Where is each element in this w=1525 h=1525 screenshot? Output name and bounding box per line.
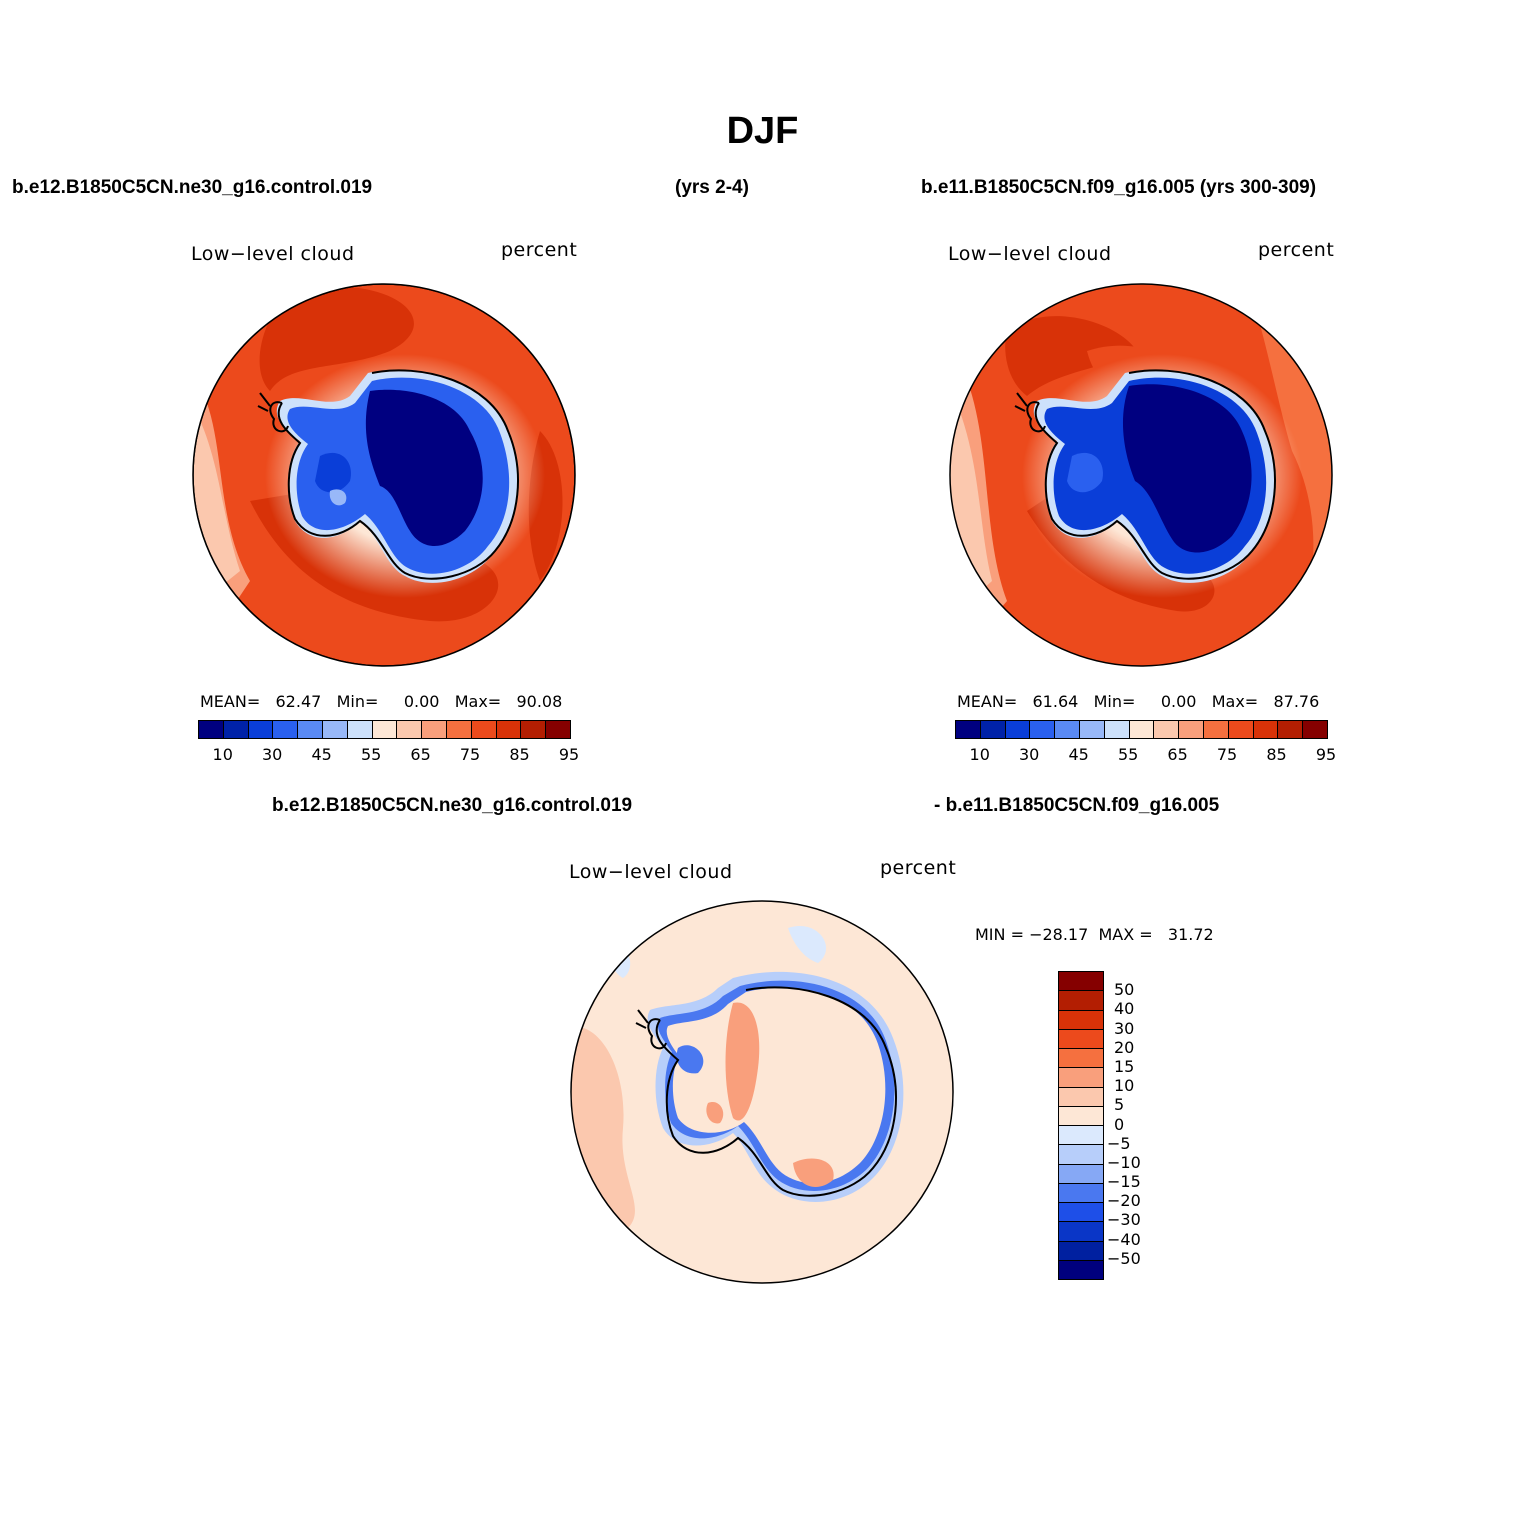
colorbar-swatch: [980, 721, 1006, 738]
colorbar-swatch: [1059, 1010, 1103, 1030]
colorbar-swatch: [521, 721, 547, 738]
diff-case-a-label: b.e12.B1850C5CN.ne30_g16.control.019: [272, 795, 633, 816]
colorbar-tick-label: 75: [1216, 745, 1238, 764]
colorbar-tick-label: 30: [1114, 1018, 1135, 1038]
colorbar-tick-label: 0: [1114, 1114, 1125, 1134]
colorbar-swatch: [1059, 1260, 1103, 1279]
diff-variable: Low−level cloud: [569, 861, 733, 883]
colorbar-swatch: [496, 721, 522, 738]
colorbar-swatch: [1055, 721, 1080, 738]
panel2-colorbar: [955, 720, 1328, 739]
colorbar-swatch: [1005, 721, 1031, 738]
colorbar-swatch: [1059, 972, 1103, 992]
colorbar-tick-label: 55: [1117, 745, 1139, 764]
colorbar-swatch: [1104, 721, 1130, 738]
colorbar-tick-label: 20: [1114, 1037, 1135, 1057]
diff-stats: MIN = −28.17 MAX = 31.72: [975, 925, 1214, 944]
colorbar-tick-label: 85: [509, 745, 530, 764]
colorbar-swatch: [1129, 721, 1155, 738]
colorbar-swatch: [1059, 1106, 1103, 1126]
colorbar-swatch: [298, 721, 323, 738]
colorbar-tick-label: −10: [1107, 1152, 1141, 1172]
colorbar-swatch: [347, 721, 373, 738]
colorbar-swatch: [397, 721, 423, 738]
colorbar-tick-label: −5: [1107, 1133, 1131, 1153]
panel1-colorbar: [198, 720, 571, 739]
panel2-variable: Low−level cloud: [948, 243, 1112, 265]
panel1-map: [192, 283, 576, 667]
colorbar-swatch: [1059, 1087, 1103, 1107]
colorbar-swatch: [1079, 721, 1105, 738]
colorbar-swatch: [1059, 1241, 1103, 1261]
colorbar-swatch: [223, 721, 249, 738]
diff-colorbar: [1058, 971, 1104, 1280]
colorbar-swatch: [1203, 721, 1229, 738]
colorbar-swatch: [248, 721, 274, 738]
colorbar-tick-label: −15: [1107, 1172, 1141, 1192]
colorbar-tick-label: −30: [1107, 1210, 1141, 1230]
colorbar-swatch: [1059, 1068, 1103, 1088]
colorbar-swatch: [1059, 1126, 1103, 1146]
colorbar-swatch: [199, 721, 224, 738]
diff-units: percent: [880, 857, 957, 879]
colorbar-swatch: [1059, 1164, 1103, 1184]
colorbar-swatch: [1059, 1145, 1103, 1165]
colorbar-swatch: [471, 721, 497, 738]
colorbar-tick-label: −20: [1107, 1191, 1141, 1211]
case-a-years: (yrs 2-4): [675, 177, 749, 198]
colorbar-swatch: [1059, 1049, 1103, 1069]
case-b-label: b.e11.B1850C5CN.f09_g16.005 (yrs 300-309…: [921, 177, 1317, 198]
colorbar-tick-label: 65: [1167, 745, 1188, 764]
colorbar-tick-label: 40: [1114, 999, 1135, 1019]
colorbar-swatch: [1059, 991, 1103, 1011]
colorbar-tick-label: 5: [1114, 1095, 1125, 1115]
colorbar-swatch: [1059, 1029, 1103, 1049]
colorbar-swatch: [322, 721, 348, 738]
colorbar-swatch: [273, 721, 299, 738]
colorbar-tick-label: 10: [212, 745, 233, 764]
colorbar-swatch: [546, 721, 570, 738]
colorbar-swatch: [1228, 721, 1254, 738]
colorbar-tick-label: 50: [1114, 980, 1135, 1000]
colorbar-tick-label: 75: [459, 745, 481, 764]
case-a-label: b.e12.B1850C5CN.ne30_g16.control.019: [12, 177, 373, 198]
colorbar-tick-label: 95: [1315, 745, 1337, 764]
panel1-units: percent: [501, 239, 578, 261]
page-title: DJF: [726, 110, 799, 152]
colorbar-swatch: [1154, 721, 1180, 738]
colorbar-swatch: [1030, 721, 1056, 738]
colorbar-swatch: [1253, 721, 1279, 738]
colorbar-tick-label: 10: [1114, 1076, 1135, 1096]
panel1-variable: Low−level cloud: [191, 243, 355, 265]
panel2-units: percent: [1258, 239, 1335, 261]
colorbar-tick-label: 55: [360, 745, 382, 764]
colorbar-tick-label: 15: [1114, 1056, 1135, 1076]
colorbar-tick-label: −50: [1107, 1248, 1141, 1268]
colorbar-swatch: [956, 721, 981, 738]
colorbar-swatch: [1278, 721, 1304, 738]
colorbar-tick-label: 45: [1068, 745, 1089, 764]
colorbar-swatch: [422, 721, 447, 738]
colorbar-tick-label: 85: [1266, 745, 1287, 764]
panel2-stats: MEAN= 61.64 Min= 0.00 Max= 87.76: [957, 692, 1320, 711]
colorbar-tick-label: 65: [410, 745, 431, 764]
colorbar-tick-label: 30: [262, 745, 283, 764]
diff-map: [570, 900, 954, 1284]
colorbar-swatch: [1179, 721, 1204, 738]
panel1-stats: MEAN= 62.47 Min= 0.00 Max= 90.08: [200, 692, 563, 711]
colorbar-swatch: [1303, 721, 1327, 738]
colorbar-tick-label: −40: [1107, 1229, 1141, 1249]
colorbar-swatch: [1059, 1203, 1103, 1223]
colorbar-tick-label: 45: [311, 745, 332, 764]
diff-case-b-label: - b.e11.B1850C5CN.f09_g16.005: [934, 795, 1220, 816]
colorbar-swatch: [1059, 1222, 1103, 1242]
colorbar-tick-label: 95: [558, 745, 580, 764]
colorbar-tick-label: 10: [969, 745, 990, 764]
colorbar-swatch: [372, 721, 398, 738]
colorbar-tick-label: 30: [1019, 745, 1040, 764]
colorbar-swatch: [446, 721, 472, 738]
panel2-map: [949, 283, 1333, 667]
colorbar-swatch: [1059, 1183, 1103, 1203]
